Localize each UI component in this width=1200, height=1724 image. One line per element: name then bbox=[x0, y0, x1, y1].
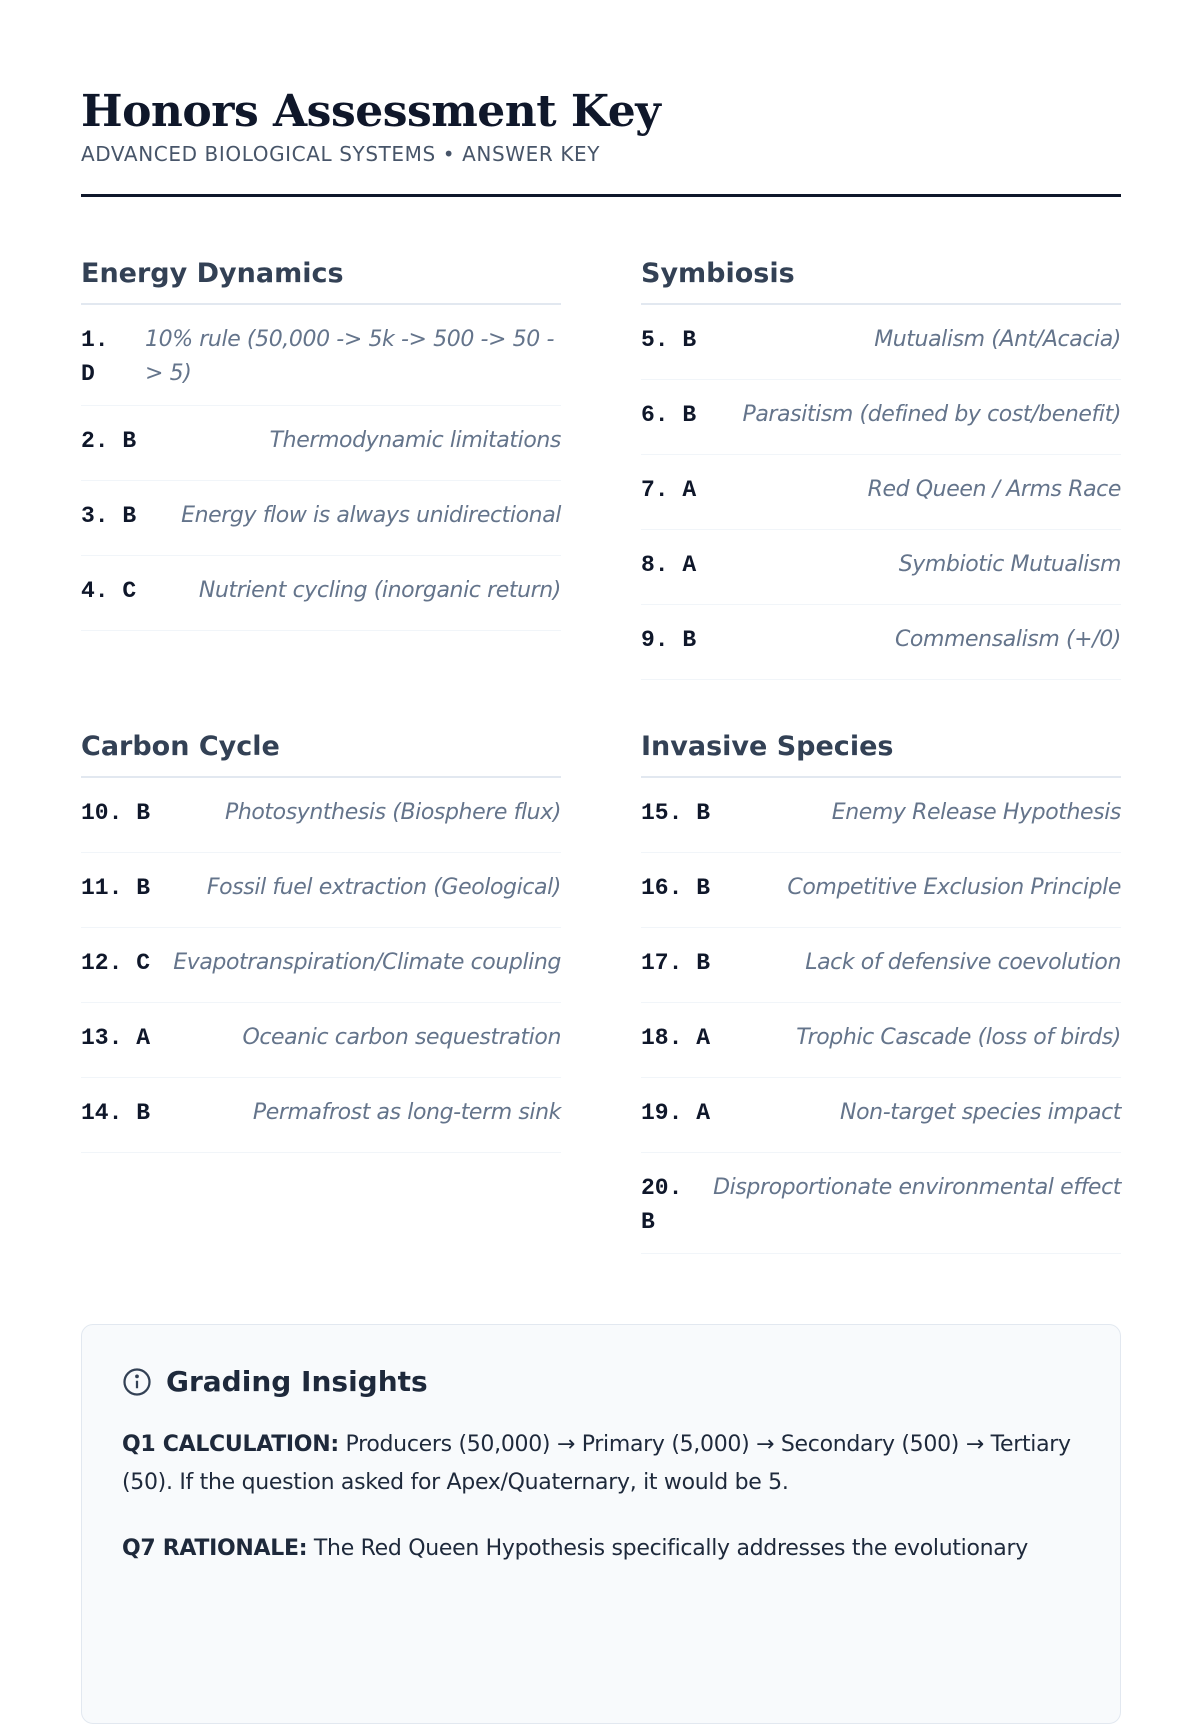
answer-row: 5. B Mutualism (Ant/Acacia) bbox=[641, 305, 1121, 380]
answer-label: 11. B bbox=[81, 875, 151, 901]
answer-label: 17. B bbox=[641, 950, 711, 976]
answer-explanation: Nutrient cycling (inorganic return) bbox=[198, 578, 561, 603]
answer-explanation: Energy flow is always unidirectional bbox=[181, 503, 561, 528]
insight-note-q7: Q7 RATIONALE: The Red Queen Hypothesis s… bbox=[122, 1530, 1080, 1568]
section-title: Symbiosis bbox=[641, 257, 1121, 305]
answer-row: 1. D 10% rule (50,000 -> 5k -> 500 -> 50 … bbox=[81, 305, 561, 406]
answer-row: 16. B Competitive Exclusion Principle bbox=[641, 853, 1121, 928]
answer-label: 1. D bbox=[81, 327, 109, 387]
insight-note-q1: Q1 CALCULATION: Producers (50,000) → Pri… bbox=[122, 1426, 1080, 1502]
answer-explanation: Red Queen / Arms Race bbox=[867, 477, 1122, 502]
answer-explanation: Mutualism (Ant/Acacia) bbox=[874, 327, 1121, 352]
answer-explanation: Symbiotic Mutualism bbox=[898, 552, 1122, 577]
answer-explanation: Oceanic carbon sequestration bbox=[242, 1025, 561, 1050]
answer-row: 19. A Non-target species impact bbox=[641, 1078, 1121, 1153]
answer-explanation: Permafrost as long-term sink bbox=[252, 1100, 562, 1125]
answer-row: 2. B Thermodynamic limitations bbox=[81, 406, 561, 481]
answer-label: 13. A bbox=[81, 1025, 151, 1051]
answer-row: 10. B Photosynthesis (Biosphere flux) bbox=[81, 778, 561, 853]
answer-label: 16. B bbox=[641, 875, 711, 901]
header-divider bbox=[81, 194, 1121, 197]
answer-label: 15. B bbox=[641, 800, 711, 826]
answer-row: 11. B Fossil fuel extraction (Geological) bbox=[81, 853, 561, 928]
answer-explanation: Thermodynamic limitations bbox=[269, 428, 562, 453]
answer-label: 19. A bbox=[641, 1100, 711, 1126]
answer-row: 18. A Trophic Cascade (loss of birds) bbox=[641, 1003, 1121, 1078]
answer-label: 9. B bbox=[641, 627, 697, 653]
grading-insights-card: Grading Insights Q1 CALCULATION: Produce… bbox=[81, 1324, 1121, 1724]
answer-explanation: Commensalism (+/0) bbox=[894, 627, 1121, 652]
answer-row: 14. B Permafrost as long-term sink bbox=[81, 1078, 561, 1153]
note-text: Producers (50,000) → Primary (5,000) → S… bbox=[122, 1432, 1071, 1495]
section-energy-dynamics: Energy Dynamics 1. D 10% rule (50,000 -> 5… bbox=[81, 257, 561, 680]
note-label: Q1 CALCULATION: bbox=[122, 1432, 339, 1457]
answer-label: 18. A bbox=[641, 1025, 711, 1051]
answer-label: 5. B bbox=[641, 327, 697, 353]
answer-explanation: Photosynthesis (Biosphere flux) bbox=[224, 800, 561, 825]
section-title: Energy Dynamics bbox=[81, 257, 561, 305]
answer-explanation: Fossil fuel extraction (Geological) bbox=[206, 875, 561, 900]
answer-row: 13. A Oceanic carbon sequestration bbox=[81, 1003, 561, 1078]
answer-row: 9. B Commensalism (+/0) bbox=[641, 605, 1121, 680]
answer-explanation: Trophic Cascade (loss of birds) bbox=[796, 1025, 1121, 1050]
answer-row: 12. C Evapotranspiration/Climate coupling bbox=[81, 928, 561, 1003]
answer-row: 7. A Red Queen / Arms Race bbox=[641, 455, 1121, 530]
answer-row: 20. B Disproportionate environmental effe… bbox=[641, 1153, 1121, 1254]
answer-explanation: Evapotranspiration/Climate coupling bbox=[173, 950, 561, 975]
answer-label: 2. B bbox=[81, 428, 137, 454]
answer-label: 10. B bbox=[81, 800, 151, 826]
answer-row: 3. B Energy flow is always unidirectional bbox=[81, 481, 561, 556]
answer-explanation: 10% rule (50,000 -> 5k -> 500 -> 50 -> 5… bbox=[145, 327, 555, 386]
section-carbon-cycle: Carbon Cycle 10. B Photosynthesis (Biosphe… bbox=[81, 730, 561, 1254]
section-invasive-species: Invasive Species 15. B Enemy Release Hypot… bbox=[641, 730, 1121, 1254]
answer-explanation: Non-target species impact bbox=[840, 1100, 1121, 1125]
answer-row: 8. A Symbiotic Mutualism bbox=[641, 530, 1121, 605]
answer-label: 7. A bbox=[641, 477, 697, 503]
answer-explanation: Parasitism (defined by cost/benefit) bbox=[742, 402, 1121, 427]
page-title: Honors Assessment Key bbox=[81, 86, 661, 137]
answer-label: 4. C bbox=[81, 578, 137, 604]
answer-row: 6. B Parasitism (defined by cost/benefit) bbox=[641, 380, 1121, 455]
answer-explanation: Enemy Release Hypothesis bbox=[831, 800, 1122, 825]
section-title: Invasive Species bbox=[641, 730, 1121, 778]
grading-insights-heading: Grading Insights bbox=[122, 1365, 1080, 1398]
note-label: Q7 RATIONALE: bbox=[122, 1536, 308, 1561]
answer-label: 8. A bbox=[641, 552, 697, 578]
answer-label: 20. B bbox=[641, 1175, 683, 1235]
answer-explanation: Lack of defensive coevolution bbox=[805, 950, 1121, 975]
answer-label: 3. B bbox=[81, 503, 137, 529]
answer-row: 17. B Lack of defensive coevolution bbox=[641, 928, 1121, 1003]
note-text: The Red Queen Hypothesis specifically ad… bbox=[307, 1536, 1028, 1561]
grading-insights-title: Grading Insights bbox=[166, 1365, 428, 1398]
answer-label: 12. C bbox=[81, 950, 151, 976]
answer-label: 14. B bbox=[81, 1100, 151, 1126]
answer-explanation: Disproportionate environmental effect bbox=[713, 1175, 1121, 1200]
answer-row: 15. B Enemy Release Hypothesis bbox=[641, 778, 1121, 853]
sections-grid: Energy Dynamics 1. D 10% rule (50,000 -> 5… bbox=[81, 257, 1121, 1304]
answer-explanation: Competitive Exclusion Principle bbox=[787, 875, 1121, 900]
answer-label: 6. B bbox=[641, 402, 697, 428]
info-icon bbox=[123, 1367, 151, 1396]
section-symbiosis: Symbiosis 5. B Mutualism (Ant/Acacia) 6. B P… bbox=[641, 257, 1121, 680]
section-title: Carbon Cycle bbox=[81, 730, 561, 778]
answer-key-page: Honors Assessment Key ADVANCED BIOLOGICA… bbox=[81, 84, 1121, 1724]
page-subtitle: ADVANCED BIOLOGICAL SYSTEMS • ANSWER KEY bbox=[81, 142, 601, 166]
answer-row: 4. C Nutrient cycling (inorganic return) bbox=[81, 556, 561, 631]
